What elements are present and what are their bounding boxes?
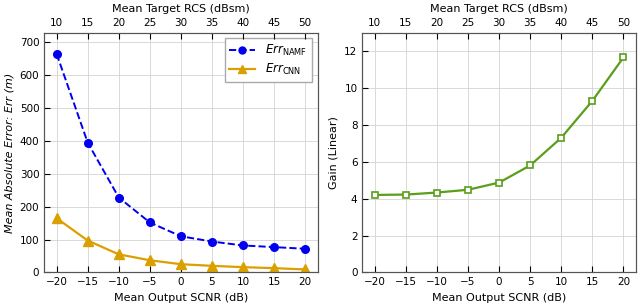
X-axis label: Mean Output SCNR (dB): Mean Output SCNR (dB) bbox=[114, 293, 248, 303]
Legend: $\mathit{Err}_{\rm NAMF}$, $\mathit{Err}_{\rm CNN}$: $\mathit{Err}_{\rm NAMF}$, $\mathit{Err}… bbox=[225, 38, 312, 82]
X-axis label: Mean Target RCS (dBsm): Mean Target RCS (dBsm) bbox=[430, 4, 568, 14]
X-axis label: Mean Target RCS (dBsm): Mean Target RCS (dBsm) bbox=[112, 4, 250, 14]
Y-axis label: Mean Absolute Error: Err (m): Mean Absolute Error: Err (m) bbox=[4, 72, 14, 233]
X-axis label: Mean Output SCNR (dB): Mean Output SCNR (dB) bbox=[432, 293, 566, 303]
Y-axis label: Gain (Linear): Gain (Linear) bbox=[329, 116, 339, 189]
